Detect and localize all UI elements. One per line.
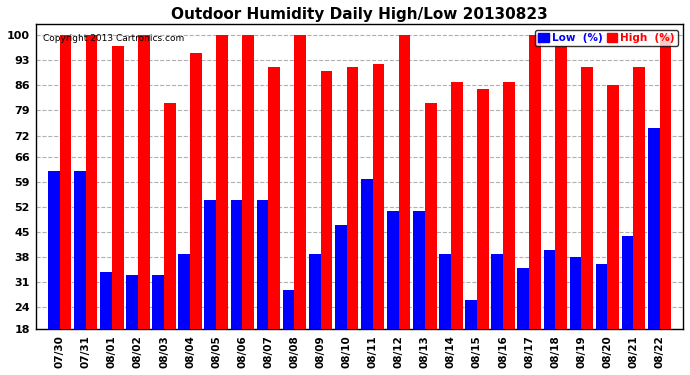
Bar (622, 236, 633, 329)
Bar (86, 35, 97, 329)
Bar (112, 46, 124, 329)
Bar (268, 68, 280, 329)
Bar (544, 250, 555, 329)
Bar (126, 275, 138, 329)
Text: Copyright 2013 Cartronics.com: Copyright 2013 Cartronics.com (43, 34, 184, 43)
Bar (451, 82, 463, 329)
Title: Outdoor Humidity Daily High/Low 20130823: Outdoor Humidity Daily High/Low 20130823 (171, 7, 548, 22)
Bar (335, 225, 346, 329)
Bar (518, 268, 529, 329)
Bar (648, 128, 660, 329)
Bar (503, 82, 515, 329)
Bar (346, 68, 358, 329)
Bar (569, 257, 582, 329)
Bar (361, 178, 373, 329)
Bar (190, 53, 201, 329)
Bar (439, 254, 451, 329)
Bar (465, 300, 477, 329)
Bar (138, 35, 150, 329)
Bar (283, 290, 295, 329)
Bar (387, 211, 399, 329)
Bar (74, 171, 86, 329)
Bar (230, 200, 242, 329)
Bar (595, 264, 607, 329)
Bar (477, 89, 489, 329)
Bar (178, 254, 190, 329)
Bar (660, 35, 671, 329)
Bar (425, 103, 437, 329)
Legend: Low  (%), High  (%): Low (%), High (%) (535, 30, 678, 46)
Bar (204, 200, 216, 329)
Bar (529, 35, 541, 329)
Bar (491, 254, 503, 329)
Bar (320, 71, 333, 329)
Bar (308, 254, 320, 329)
Bar (607, 86, 619, 329)
Bar (100, 272, 112, 329)
Bar (164, 103, 176, 329)
Bar (257, 200, 268, 329)
Bar (582, 68, 593, 329)
Bar (555, 46, 567, 329)
Bar (48, 171, 59, 329)
Bar (242, 35, 254, 329)
Bar (413, 211, 425, 329)
Bar (373, 64, 384, 329)
Bar (295, 35, 306, 329)
Bar (216, 35, 228, 329)
Bar (399, 35, 411, 329)
Bar (59, 35, 71, 329)
Bar (633, 68, 645, 329)
Bar (152, 275, 164, 329)
